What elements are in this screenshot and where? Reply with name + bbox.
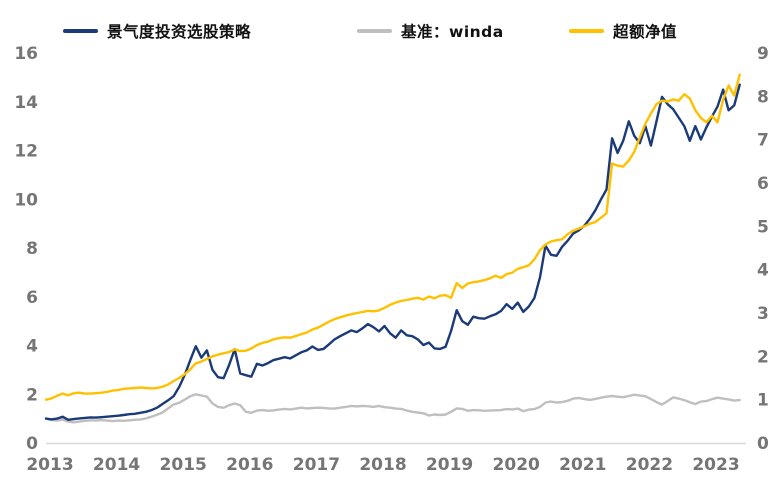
x-axis-tick-label: 2018 [359,455,406,475]
benchmark-line-swatch-icon [357,29,392,33]
left-axis-tick-label: 12 [14,142,38,162]
benchmark-line [44,393,741,424]
right-axis-tick-label: 7 [757,131,769,151]
x-axis-tick-label: 2020 [493,455,540,475]
chart-legend: 景气度投资选股策略 基准：winda 超额净值 [0,18,780,44]
strategy-line-swatch-icon [63,29,98,33]
x-axis-tick-label: 2023 [692,455,739,475]
right-axis-tick-label: 1 [757,391,769,411]
left-axis-tick-label: 10 [14,190,38,210]
left-axis-tick-label: 6 [26,288,38,308]
right-axis-tick-label: 8 [757,87,769,107]
legend-label-benchmark: 基准：winda [401,23,504,41]
x-axis-tick-label: 2015 [160,455,207,475]
x-axis-tick-label: 2017 [293,455,340,475]
legend-item-excess: 超额净值 [569,18,677,44]
right-axis-tick-label: 3 [757,304,769,324]
x-axis-tick-label: 2021 [559,455,606,475]
right-axis-tick-label: 4 [757,261,769,281]
strategy-line [44,83,741,421]
x-axis-tick-label: 2013 [26,455,73,475]
x-axis-tick-label: 2016 [226,455,273,475]
right-axis-tick-label: 2 [757,347,769,367]
right-axis-tick-label: 6 [757,174,769,194]
left-axis-tick-label: 16 [14,44,38,64]
left-axis-tick-label: 0 [26,434,38,454]
left-axis-tick-label: 8 [26,239,38,259]
right-axis-tick-label: 0 [757,434,769,454]
legend-item-strategy: 景气度投资选股策略 [63,18,251,44]
left-axis-tick-label: 4 [26,337,38,357]
excess-line-swatch-icon [569,29,604,33]
left-axis-tick-label: 2 [26,385,38,405]
left-axis-tick-label: 14 [14,93,38,113]
legend-label-excess: 超额净值 [613,23,678,41]
x-axis-tick-label: 2014 [93,455,140,475]
legend-item-benchmark: 基准：winda [357,18,504,44]
right-axis-tick-label: 9 [757,44,769,64]
legend-label-strategy: 景气度投资选股策略 [107,23,252,41]
excess-line [44,73,741,401]
x-axis-tick-label: 2019 [426,455,473,475]
x-axis-tick-label: 2022 [626,455,673,475]
right-axis-tick-label: 5 [757,217,769,237]
